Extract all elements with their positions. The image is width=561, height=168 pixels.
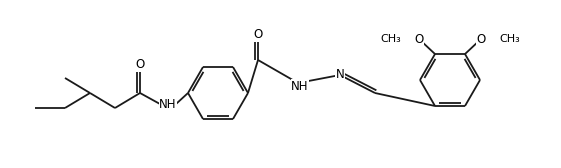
Text: N: N — [335, 69, 344, 81]
Text: O: O — [135, 58, 145, 72]
Text: O: O — [254, 29, 263, 41]
Text: CH₃: CH₃ — [499, 34, 519, 44]
Text: NH: NH — [291, 79, 309, 93]
Text: CH₃: CH₃ — [380, 34, 401, 44]
Text: NH: NH — [159, 97, 177, 111]
Text: O: O — [415, 33, 424, 46]
Text: O: O — [476, 33, 486, 46]
